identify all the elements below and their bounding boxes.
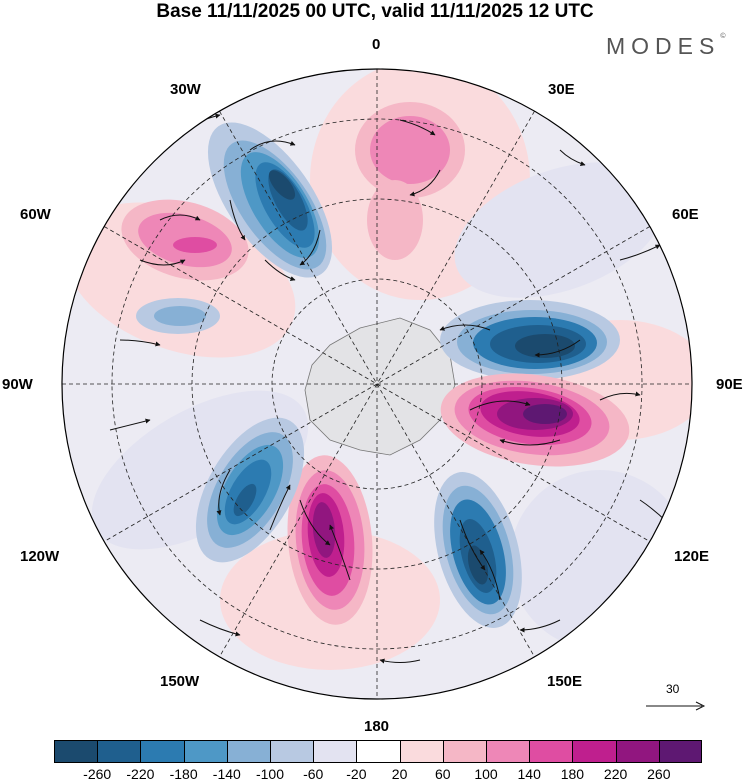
lon-label-60e: 60E <box>672 206 699 223</box>
colorbar-cell <box>226 740 270 763</box>
ridge-170w-blob <box>287 455 373 625</box>
colorbar-label: 220 <box>603 766 628 782</box>
colorbar-cell <box>54 740 98 763</box>
colorbar-label: -220 <box>126 766 155 782</box>
lon-label-150e: 150E <box>547 673 583 690</box>
ridge-90e-blob <box>440 373 630 467</box>
meridian-grid <box>62 69 692 699</box>
lon-label-120w: 120W <box>20 548 60 565</box>
lon-label-150w: 150W <box>160 673 200 690</box>
colorbar-cell <box>270 740 314 763</box>
colorbar-label: -180 <box>169 766 198 782</box>
colorbar-cell <box>356 740 400 763</box>
colorbar-label: -260 <box>83 766 112 782</box>
colorbar-labels: -260 -220 -180 -140 -100 -60 -20 20 60 100 140 180 2… <box>0 766 750 783</box>
modes-logo: MODES© <box>606 33 726 60</box>
lon-label-180: 180 <box>364 718 390 735</box>
colorbar-cell <box>442 740 486 763</box>
lon-label-30e: 30E <box>548 81 575 98</box>
trough-75w-blob <box>136 298 220 334</box>
chart-title: Base 11/11/2025 00 UTC, valid 11/11/2025… <box>156 1 594 22</box>
light-trough-patch-se <box>510 470 690 650</box>
colorbar-cell <box>658 740 702 763</box>
colorbar-cell <box>486 740 530 763</box>
lon-label-120e: 120E <box>674 548 710 565</box>
antarctica-landmass <box>304 317 456 456</box>
trough-90e-blob <box>440 300 620 380</box>
colorbar <box>54 740 702 763</box>
lon-label-90e: 90E <box>716 376 743 393</box>
colorbar-cell <box>399 740 443 763</box>
ridge-60w-blob <box>121 199 249 281</box>
reference-vector-label: 30 <box>666 682 680 696</box>
colorbar-cell <box>140 740 184 763</box>
lon-label-30w: 30W <box>170 81 201 98</box>
colorbar-label: -20 <box>346 766 367 782</box>
reference-vector: 30 <box>644 682 708 718</box>
colorbar-cell <box>313 740 357 763</box>
colorbar-label: -100 <box>255 766 285 782</box>
colorbar-cell <box>183 740 227 763</box>
light-trough-patch-ne <box>454 162 666 298</box>
colorbar-label: 180 <box>560 766 585 782</box>
trough-130w-blob <box>195 417 305 563</box>
colorbar-label: 100 <box>474 766 498 782</box>
trough-30w-blob <box>207 122 333 278</box>
colorbar-cell <box>572 740 616 763</box>
colorbar-label: 60 <box>435 766 451 782</box>
lon-label-0: 0 <box>372 36 381 53</box>
map-border <box>61 68 693 700</box>
colorbar-cell <box>97 740 141 763</box>
colorbar-label: -60 <box>303 766 324 782</box>
colorbar-label: -140 <box>212 766 241 782</box>
colorbar-cell <box>529 740 573 763</box>
brand-mark: © <box>720 33 726 40</box>
reference-arrow-icon <box>646 701 706 711</box>
lon-label-60w: 60W <box>20 206 51 223</box>
colorbar-label: 20 <box>391 766 408 782</box>
colorbar-cell <box>615 740 659 763</box>
colorbar-label: 140 <box>517 766 541 782</box>
lon-label-90w: 90W <box>2 376 33 393</box>
brand-name: MODES <box>606 33 721 59</box>
colorbar-label: 260 <box>647 766 671 782</box>
